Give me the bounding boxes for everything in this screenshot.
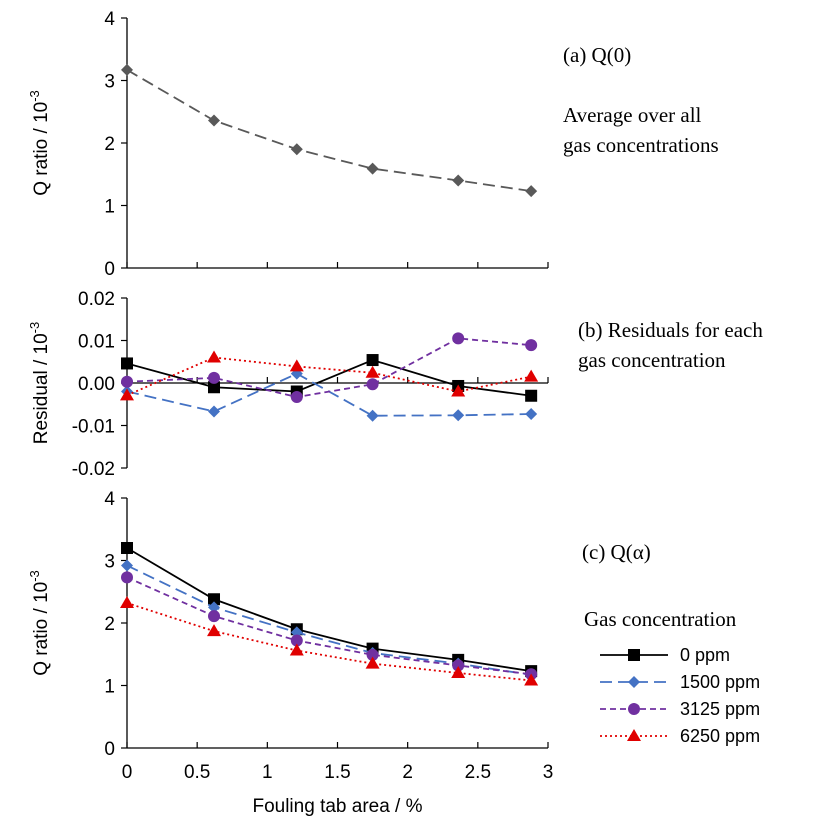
y-axis-label: Residual / 10-3 (27, 322, 52, 444)
legend-item: 3125 ppm (600, 699, 760, 719)
x-tick-label: 1 (262, 762, 273, 783)
data-point-series (452, 174, 465, 187)
data-point-3125-ppm (525, 339, 538, 352)
series-line-3125-ppm (126, 576, 532, 676)
data-point-1500-ppm (366, 409, 379, 422)
data-point-series (366, 162, 379, 175)
y-axis-label: Q ratio / 10-3 (27, 90, 52, 196)
x-tick-label: 1.5 (324, 762, 350, 783)
data-point-0-ppm (121, 357, 133, 370)
panel-c: 0 1 2 3 4 0 0.5 1 1.5 2 2.5 3 Q ratio / 10-3 Fouling … (27, 489, 760, 817)
x-tick-label: 0 (122, 762, 133, 783)
y-axis-label: Q ratio / 10-3 (27, 570, 52, 676)
data-point-3125-ppm (366, 648, 379, 661)
y-tick-label: 0.01 (78, 332, 115, 353)
series-line-series (126, 69, 532, 193)
data-point-1500-ppm (208, 405, 221, 418)
data-point-1500-ppm (452, 409, 465, 422)
data-point-3125-ppm (290, 391, 303, 404)
y-tick-label: -0.01 (72, 417, 115, 438)
data-point-6250-ppm (524, 369, 539, 382)
data-point-6250-ppm (207, 350, 222, 363)
data-point-0-ppm (366, 354, 379, 367)
y-tick-label: -0.02 (72, 459, 115, 480)
data-point-series (121, 63, 133, 76)
data-point-1500-ppm (121, 559, 133, 572)
y-tick-label: 3 (104, 72, 115, 93)
x-tick-label: 2 (402, 762, 413, 783)
annotation: gas concentration (578, 348, 726, 372)
series-line-1500-ppm (126, 372, 532, 417)
legend-title: Gas concentration (584, 607, 737, 631)
y-tick-label: 4 (104, 9, 115, 30)
data-point-3125-ppm (452, 659, 465, 672)
data-point-3125-ppm (121, 571, 133, 584)
annotation: Average over all (563, 103, 702, 127)
legend-marker (627, 729, 641, 741)
y-tick-label: 1 (104, 677, 115, 698)
data-point-series (208, 114, 221, 127)
x-tick-label: 3 (543, 762, 554, 783)
data-point-6250-ppm (365, 656, 380, 669)
y-tick-label: 4 (104, 489, 115, 510)
data-point-6250-ppm (120, 596, 134, 608)
data-point-3125-ppm (290, 634, 303, 647)
data-point-series (525, 185, 538, 198)
legend-label: 1500 ppm (680, 672, 760, 692)
y-tick-label: 2 (104, 134, 115, 155)
y-tick-label: 0.00 (78, 374, 115, 395)
data-point-6250-ppm (207, 624, 222, 637)
data-point-3125-ppm (366, 378, 379, 391)
data-point-1500-ppm (525, 408, 538, 421)
legend-label: 0 ppm (680, 645, 730, 665)
data-point-6250-ppm (451, 666, 466, 678)
legend-marker (628, 703, 640, 715)
data-point-series (290, 143, 303, 156)
legend-item: 1500 ppm (600, 672, 760, 692)
data-point-3125-ppm (452, 332, 465, 345)
data-point-6250-ppm (120, 388, 134, 401)
y-tick-label: 2 (104, 614, 115, 635)
data-point-6250-ppm (451, 384, 466, 397)
legend-label: 3125 ppm (680, 699, 760, 719)
annotation: (a) Q(0) (563, 43, 631, 67)
legend-item: 6250 ppm (600, 726, 760, 746)
data-point-0-ppm (121, 542, 133, 554)
y-tick-label: 0.02 (78, 289, 115, 310)
annotation: gas concentrations (563, 133, 719, 157)
legend-label: 6250 ppm (680, 726, 760, 746)
series-line-3125-ppm (126, 337, 532, 398)
x-axis-label: Fouling tab area / % (252, 796, 422, 817)
data-point-6250-ppm (289, 359, 304, 372)
panel-a: 0 1 2 3 4 Q ratio / 10-3 (a) Q(0) Average over … (27, 9, 719, 280)
annotation: (c) Q(α) (582, 540, 651, 564)
data-point-0-ppm (208, 381, 221, 394)
data-point-6250-ppm (524, 673, 539, 686)
legend-marker (628, 649, 640, 661)
data-point-3125-ppm (208, 371, 221, 384)
y-tick-label: 0 (104, 259, 115, 280)
data-point-1500-ppm (208, 601, 221, 614)
y-tick-label: 3 (104, 552, 115, 573)
data-point-0-ppm (208, 593, 221, 606)
data-point-3125-ppm (208, 610, 221, 623)
annotation: (b) Residuals for each (578, 318, 763, 342)
data-point-6250-ppm (289, 643, 304, 656)
data-point-0-ppm (525, 389, 538, 402)
series-line-6250-ppm (126, 356, 532, 397)
data-point-3125-ppm (121, 375, 133, 388)
series-line-0-ppm (126, 359, 532, 397)
panel-b: -0.02 -0.01 0.00 0.01 0.02 Residual / 10-3 (b)… (27, 289, 763, 480)
series-line-0-ppm (126, 547, 532, 673)
legend-item: 0 ppm (600, 645, 730, 665)
data-point-6250-ppm (365, 365, 380, 378)
series-line-6250-ppm (126, 602, 532, 682)
x-tick-label: 2.5 (465, 762, 491, 783)
x-tick-label: 0.5 (184, 762, 210, 783)
y-tick-label: 1 (104, 197, 115, 218)
y-tick-label: 0 (104, 739, 115, 760)
legend-marker (628, 676, 640, 688)
series-line-1500-ppm (126, 564, 532, 676)
